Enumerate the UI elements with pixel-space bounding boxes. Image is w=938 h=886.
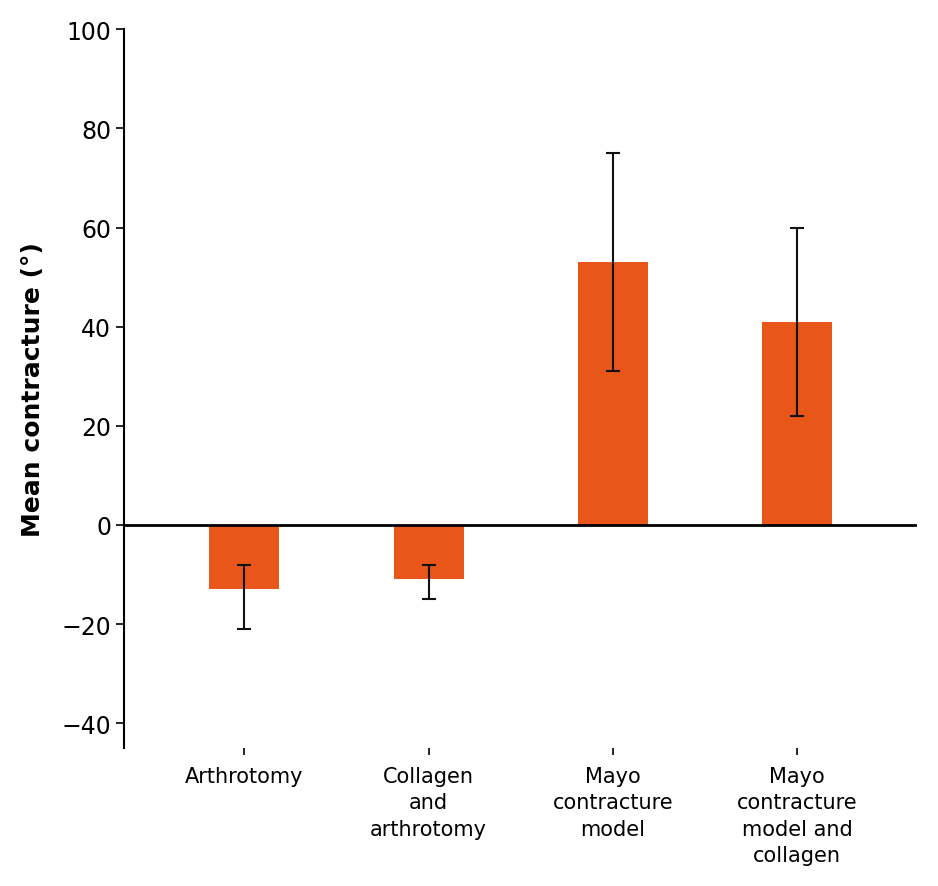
Bar (763, 323, 832, 525)
Y-axis label: Mean contracture (°): Mean contracture (°) (21, 242, 45, 536)
Bar (209, 525, 280, 590)
Bar (394, 525, 463, 579)
Bar (578, 263, 648, 525)
